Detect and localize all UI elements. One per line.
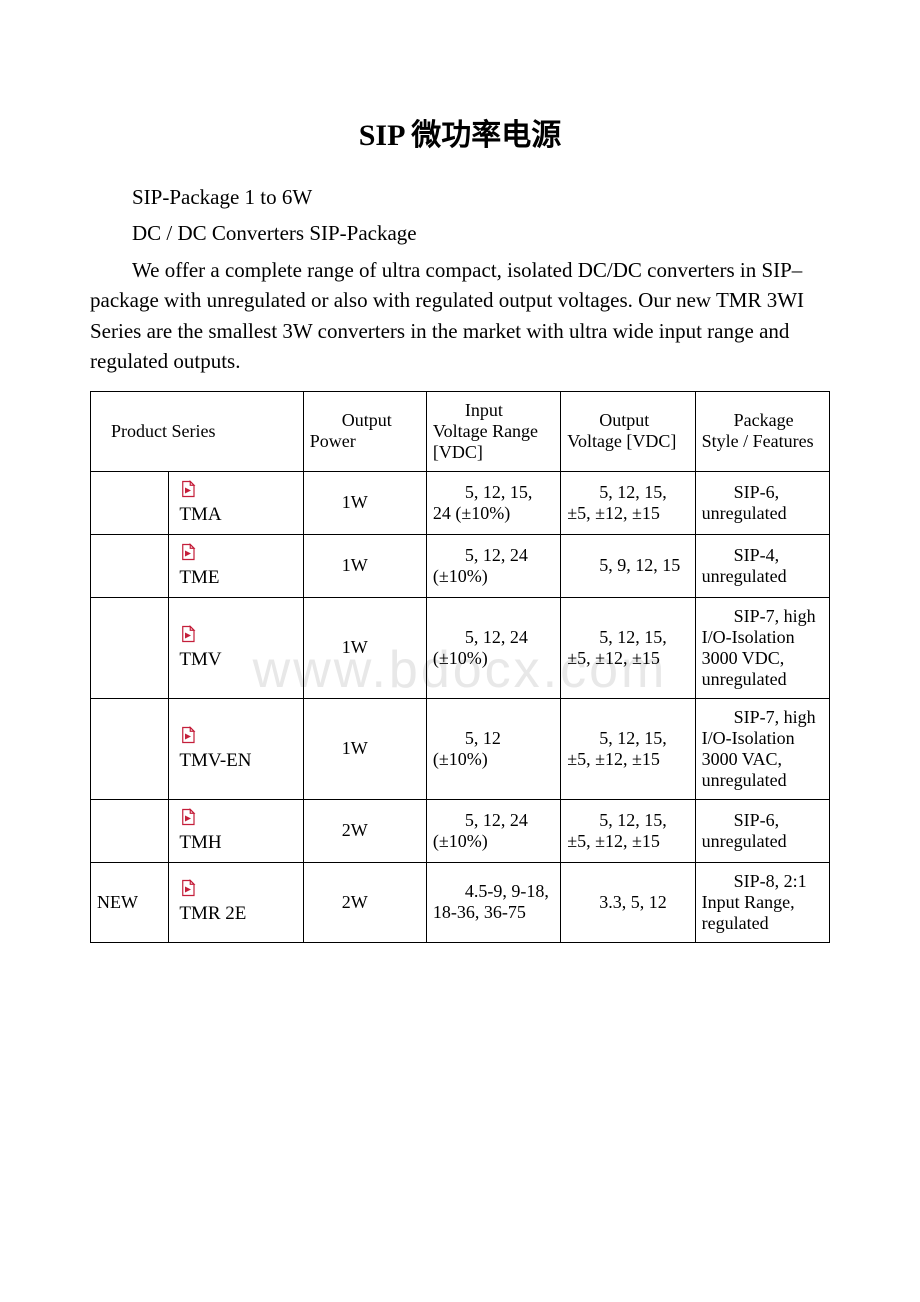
cell-power: 1W: [303, 698, 426, 799]
cell-input: 5, 12 (±10%): [426, 698, 560, 799]
cell-series: TME: [169, 534, 303, 597]
pdf-icon: [179, 808, 197, 826]
series-label: TMH: [179, 832, 221, 854]
series-label: TMV: [179, 649, 221, 671]
cell-features: SIP-4, unregulated: [695, 534, 829, 597]
col-header-features-label: Package Style / Features: [702, 410, 823, 452]
pdf-icon: [179, 625, 197, 643]
table-row: TMV-EN 1W5, 12 (±10%)5, 12, 15, ±5, ±12, …: [91, 698, 830, 799]
series-label: TME: [179, 567, 219, 589]
col-header-series-label: Product Series: [97, 421, 297, 442]
table-body: TMA1W5, 12, 15, 24 (±10%)5, 12, 15, ±5, …: [91, 471, 830, 942]
cell-input: 4.5-9, 9-18, 18-36, 36-75: [426, 862, 560, 942]
cell-features: SIP-6, unregulated: [695, 799, 829, 862]
pdf-icon: [179, 543, 197, 561]
cell-output: 5, 12, 15, ±5, ±12, ±15: [561, 597, 695, 698]
col-header-output: Output Voltage [VDC]: [561, 391, 695, 471]
cell-output: 5, 12, 15, ±5, ±12, ±15: [561, 471, 695, 534]
table-row: TMH 2W5, 12, 24 (±10%)5, 12, 15, ±5, ±12,…: [91, 799, 830, 862]
table-row: TMV 1W5, 12, 24 (±10%)5, 12, 15, ±5, ±12,…: [91, 597, 830, 698]
table-row: TME 1W5, 12, 24 (±10%)5, 9, 12, 15SIP-4, …: [91, 534, 830, 597]
col-header-power-label: Output Power: [310, 410, 420, 452]
pdf-icon: [179, 879, 197, 897]
cell-series: TMV-EN: [169, 698, 303, 799]
cell-input: 5, 12, 24 (±10%): [426, 597, 560, 698]
cell-power: 2W: [303, 862, 426, 942]
intro-paragraph: We offer a complete range of ultra compa…: [90, 255, 830, 377]
col-header-power: Output Power: [303, 391, 426, 471]
table-header-row: Product Series Output Power Input Voltag…: [91, 391, 830, 471]
cell-input: 5, 12, 24 (±10%): [426, 534, 560, 597]
cell-series: TMR 2E: [169, 862, 303, 942]
cell-power: 1W: [303, 597, 426, 698]
table-row: NEW TMR 2E 2W4.5-9, 9-18, 18-36, 36-753.3,…: [91, 862, 830, 942]
pdf-icon: [179, 480, 197, 498]
cell-series: TMV: [169, 597, 303, 698]
subtitle-1: SIP-Package 1 to 6W: [90, 182, 830, 212]
cell-input: 5, 12, 24 (±10%): [426, 799, 560, 862]
page-title: SIP 微功率电源: [90, 110, 830, 154]
cell-flag: [91, 471, 169, 534]
subtitle-2: DC / DC Converters SIP-Package: [90, 218, 830, 248]
page: www.bdocx.com SIP 微功率电源 SIP-Package 1 to…: [0, 0, 920, 1003]
cell-features: SIP-6, unregulated: [695, 471, 829, 534]
cell-output: 5, 12, 15, ±5, ±12, ±15: [561, 698, 695, 799]
pdf-icon: [179, 726, 197, 744]
cell-features: SIP-7, high I/O-Isolation 3000 VAC, unre…: [695, 698, 829, 799]
cell-output: 5, 9, 12, 15: [561, 534, 695, 597]
cell-features: SIP-8, 2:1 Input Range, regulated: [695, 862, 829, 942]
col-header-features: Package Style / Features: [695, 391, 829, 471]
cell-power: 1W: [303, 534, 426, 597]
col-header-series: Product Series: [91, 391, 304, 471]
col-header-input-label: Input Voltage Range [VDC]: [433, 400, 554, 463]
series-label: TMA: [179, 504, 221, 526]
cell-series: TMA: [169, 471, 303, 534]
cell-features: SIP-7, high I/O-Isolation 3000 VDC, unre…: [695, 597, 829, 698]
cell-input: 5, 12, 15, 24 (±10%): [426, 471, 560, 534]
cell-output: 5, 12, 15, ±5, ±12, ±15: [561, 799, 695, 862]
cell-output: 3.3, 5, 12: [561, 862, 695, 942]
cell-flag: [91, 799, 169, 862]
cell-flag: NEW: [91, 862, 169, 942]
col-header-input: Input Voltage Range [VDC]: [426, 391, 560, 471]
cell-power: 1W: [303, 471, 426, 534]
series-label: TMR 2E: [179, 903, 246, 925]
col-header-output-label: Output Voltage [VDC]: [567, 410, 688, 452]
table-row: TMA 1W5, 12, 15, 24 (±10%)5, 12, 15, ±5, …: [91, 471, 830, 534]
product-table: Product Series Output Power Input Voltag…: [90, 391, 830, 943]
series-label: TMV-EN: [179, 750, 251, 772]
cell-flag: [91, 597, 169, 698]
cell-flag: [91, 534, 169, 597]
cell-flag: [91, 698, 169, 799]
cell-power: 2W: [303, 799, 426, 862]
cell-series: TMH: [169, 799, 303, 862]
